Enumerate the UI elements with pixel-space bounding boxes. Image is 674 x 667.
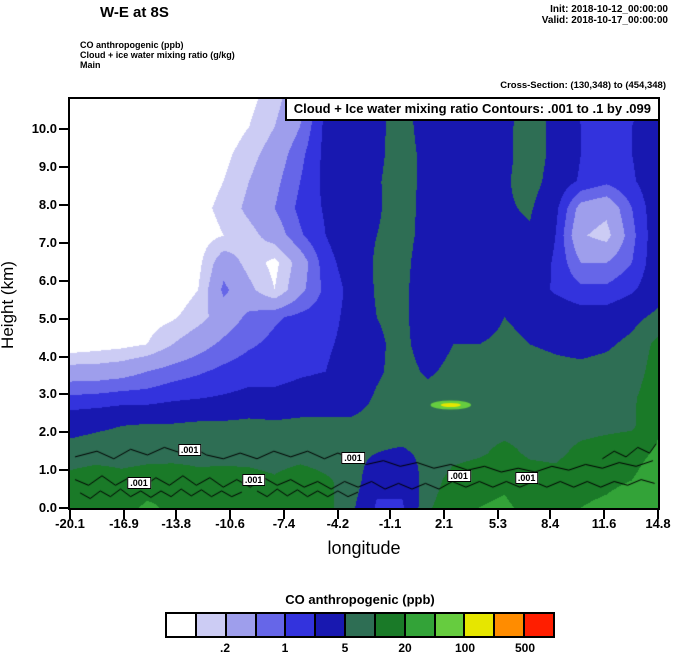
colorbar-cell <box>286 614 317 636</box>
y-tick-mark <box>59 166 68 169</box>
init-timestamp: Init: 2018-10-12_00:00:00 <box>550 4 668 15</box>
x-tick-mark <box>336 510 339 519</box>
filled-contour-canvas <box>70 99 658 508</box>
y-tick-label: 0.0 <box>38 500 57 515</box>
contour-value-label: .001 <box>447 470 471 483</box>
y-tick-label: 4.0 <box>38 348 57 364</box>
contour-value-label: .001 <box>341 452 365 465</box>
y-tick-label: 10.0 <box>31 121 57 137</box>
x-tick-mark <box>282 510 285 519</box>
x-tick-label: -20.1 <box>55 516 85 531</box>
field-label-co: CO anthropogenic (ppb) <box>80 40 184 50</box>
x-tick-mark <box>657 510 659 519</box>
y-tick-mark <box>59 279 68 282</box>
x-tick-mark <box>122 510 125 519</box>
y-tick-mark <box>59 317 68 320</box>
x-tick-label: 2.1 <box>434 516 454 531</box>
colorbar-cell <box>256 614 287 636</box>
plot-area: Cloud + Ice water mixing ratio Contours:… <box>68 97 660 510</box>
y-tick-mark <box>59 431 68 434</box>
contour-value-label: .001 <box>127 477 151 490</box>
y-axis-label: Height (km) <box>0 261 17 349</box>
colorbar-cell <box>316 614 347 636</box>
colorbar-tick-label: .2 <box>219 641 231 655</box>
contour-value-label: .001 <box>177 444 202 457</box>
x-tick-label: -16.9 <box>109 516 139 531</box>
x-tick-mark <box>603 510 606 519</box>
x-tick-label: 14.8 <box>645 516 671 531</box>
y-tick-label: 2.0 <box>38 424 57 440</box>
page-title: W-E at 8S <box>100 4 169 21</box>
colorbar-cell <box>226 614 257 636</box>
contour-value-label: .001 <box>514 472 539 485</box>
colorbar-tick-label: 1 <box>281 641 289 655</box>
x-tick-label: -1.1 <box>378 516 402 531</box>
x-tick-mark <box>175 510 178 519</box>
x-axis-label: longitude <box>327 538 401 558</box>
x-tick-label: -4.2 <box>326 516 350 531</box>
y-tick-label: 6.0 <box>38 272 57 288</box>
x-tick-mark <box>389 510 392 519</box>
x-tick-mark <box>496 510 499 519</box>
y-tick-label: 7.0 <box>38 234 57 250</box>
x-tick-label: -7.4 <box>272 516 296 531</box>
y-tick-mark <box>59 355 68 358</box>
y-tick-label: 9.0 <box>38 159 57 175</box>
colorbar-title: CO anthropogenic (ppb) <box>285 592 435 607</box>
colorbar-cell <box>525 614 553 636</box>
y-tick-label: 3.0 <box>38 386 57 402</box>
y-tick-mark <box>59 393 68 396</box>
colorbar <box>165 612 555 638</box>
colorbar-tick-label: 100 <box>454 641 476 655</box>
colorbar-cell <box>405 614 436 636</box>
colorbar-cell <box>495 614 526 636</box>
contour-value-label: .001 <box>241 474 266 487</box>
x-tick-label: -13.8 <box>161 516 191 531</box>
field-label-domain: Main <box>80 60 101 70</box>
colorbar-tick-label: 500 <box>514 641 536 655</box>
x-tick-mark <box>443 510 446 519</box>
x-tick-label: 11.6 <box>591 516 617 531</box>
contour-info-box: Cloud + Ice water mixing ratio Contours:… <box>284 97 660 121</box>
y-tick-mark <box>59 241 68 244</box>
y-tick-label: 8.0 <box>38 197 57 213</box>
y-tick-mark <box>59 204 68 207</box>
colorbar-cell <box>375 614 406 636</box>
y-tick-mark <box>59 507 68 509</box>
colorbar-tick-label: 20 <box>398 641 412 655</box>
x-tick-label: -10.6 <box>215 516 245 531</box>
x-tick-label: 5.3 <box>488 516 507 531</box>
x-tick-label: 8.4 <box>541 516 560 531</box>
colorbar-cell <box>435 614 466 636</box>
y-tick-label: 1.0 <box>38 462 57 478</box>
y-tick-mark <box>59 469 68 472</box>
valid-timestamp: Valid: 2018-10-17_00:00:00 <box>541 15 668 26</box>
colorbar-cell <box>346 614 376 636</box>
colorbar-cell <box>196 614 227 636</box>
colorbar-tick-label: 5 <box>341 641 349 655</box>
y-tick-mark <box>59 128 68 131</box>
y-tick-label: 5.0 <box>38 310 57 326</box>
x-tick-mark <box>69 510 71 519</box>
colorbar-cell <box>167 614 197 636</box>
cross-section-coords: Cross-Section: (130,348) to (454,348) <box>500 80 666 91</box>
colorbar-cell <box>465 614 496 636</box>
x-tick-mark <box>549 510 552 519</box>
x-tick-mark <box>229 510 232 519</box>
field-label-cloud: Cloud + ice water mixing ratio (g/kg) <box>80 50 235 60</box>
